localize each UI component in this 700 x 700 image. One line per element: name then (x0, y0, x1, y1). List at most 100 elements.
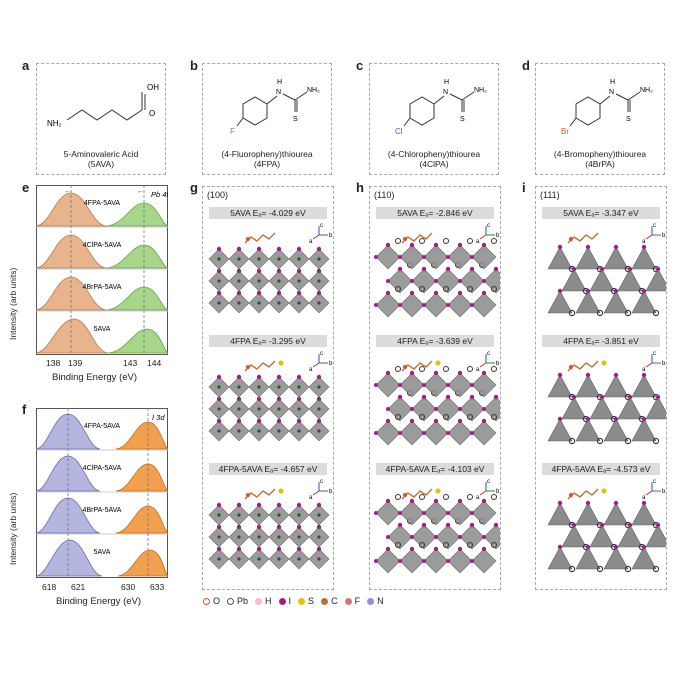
molecule-abbr: (4ClPA) (419, 159, 449, 169)
panel-label-e: e (22, 180, 30, 195)
tick-label: 630 (121, 582, 136, 592)
tick-label: 621 (71, 582, 86, 592)
structure-4brpa: H N NH₂ S Br (561, 79, 653, 136)
ylabel-f: Intensity (arb units) (8, 492, 18, 565)
facet-label: (100) (207, 190, 229, 200)
atom-s: S (293, 116, 298, 123)
crystal-structure: cb a (547, 351, 666, 445)
atom-o: O (149, 109, 155, 118)
panel-label-h: h (356, 180, 364, 195)
svg-text:a: a (476, 367, 480, 373)
xlabel-f: Binding Energy (eV) (56, 596, 142, 607)
molecule-box-4fpa: H N NH₂ S F (4-Fluoropheny)thiourea (4FP… (202, 63, 332, 175)
molecule-name: 5-Aminovaleric Acid (63, 149, 139, 159)
svg-text:b: b (496, 489, 500, 495)
legend-swatch (227, 597, 235, 605)
trace-4fpa-5ava (36, 192, 168, 227)
molecule-name: (4-Fluoropheny)thiourea (221, 149, 313, 159)
svg-text:c: c (320, 479, 323, 485)
adsorption-energy-label: 5AVA Eₐ= -2.846 eV (376, 207, 494, 219)
molecule-box-4brpa: H N NH₂ S Br (4-Bromopheny)thiourea (4Br… (535, 63, 665, 175)
element-label: Pb 4f (151, 190, 168, 199)
svg-text:b: b (662, 233, 666, 239)
svg-text:←: ← (64, 188, 71, 195)
atom-h: H (277, 79, 282, 86)
atom-nh2: NH₂ (474, 87, 487, 94)
atom-n: N (276, 89, 281, 96)
tick-label: 143 (123, 358, 138, 368)
panel-label-d: d (522, 58, 530, 73)
svg-text:←: ← (137, 188, 144, 195)
atom-nh2: NH₂ (47, 119, 62, 128)
trace-4clpa-5ava (36, 234, 168, 269)
tick-label: 144 (147, 358, 162, 368)
atom-s: S (460, 116, 465, 123)
svg-text:c: c (487, 351, 490, 357)
molecule-abbr: (5AVA) (87, 159, 115, 169)
molecule-abbr: (4FPA) (253, 159, 281, 169)
panel-label-a: a (22, 58, 30, 73)
crystal-structure: cb a (374, 223, 500, 318)
adsorption-energy-label: 5AVA Eₐ= -3.347 eV (542, 207, 660, 219)
molecule-box-4clpa: H N NH₂ S Cl (4-Chloropheny)thiourea (4C… (369, 63, 499, 175)
crystal-structure: cb a (208, 479, 333, 570)
molecule-abbr: (4BrPA) (585, 159, 615, 169)
atom-s: S (626, 116, 631, 123)
tick-label: 139 (68, 358, 83, 368)
atom-h: H (610, 79, 615, 86)
dft-panel-i: (111) 5AVA Eₐ= -3.347 eV c b a 4FPA Eₐ= -3.85… (535, 186, 667, 590)
atom-n: N (609, 89, 614, 96)
ylabel-e: Intensity (arb units) (8, 267, 18, 340)
trace-4fpa-5ava (36, 413, 168, 450)
trace-5ava (36, 318, 168, 354)
crystal-structure: cb a (547, 223, 666, 317)
panel-label-c: c (356, 58, 364, 73)
element-legend: O Pb H I S C F N (196, 596, 384, 606)
svg-text:a: a (642, 367, 646, 373)
svg-text:b: b (496, 361, 500, 367)
legend-swatch (278, 597, 286, 605)
legend-label: Pb (237, 596, 249, 606)
legend-label: H (265, 596, 272, 606)
facet-label: (111) (540, 190, 560, 200)
trace-4brpa-5ava (36, 276, 168, 311)
xps-plot-i3d: 4FPA-5AVA 4ClPA-5AVA 4BrPA-5AVA 5AVA I 3… (36, 408, 168, 578)
legend-swatch (298, 597, 306, 605)
facet-label: (110) (374, 190, 395, 200)
trace-label: 5AVA (94, 326, 111, 333)
svg-text:c: c (320, 223, 323, 229)
legend-label: I (288, 596, 292, 606)
adsorption-energy-label: 4FPA Eₐ= -3.639 eV (376, 335, 494, 347)
legend-label: F (354, 596, 361, 606)
molecule-name: (4-Chloropheny)thiourea (387, 149, 481, 159)
legend-label: C (331, 596, 338, 606)
crystal-structure: cb a (374, 351, 500, 446)
tick-label: 633 (150, 582, 165, 592)
atom-br: Br (561, 127, 569, 136)
trace-label: 4ClPA-5AVA (83, 465, 122, 472)
crystal-structure: cb a (208, 223, 333, 314)
svg-text:b: b (329, 361, 333, 367)
adsorption-energy-label: 4FPA-5AVA Eₐ= -4.103 eV (376, 463, 494, 475)
trace-5ava (36, 539, 168, 577)
molecule-box-5ava: OH O NH₂ 5-Aminovaleric Acid (5AVA) (36, 63, 166, 175)
atom-nh2: NH₂ (307, 87, 320, 94)
dft-panel-g: (100) 5AVA Eₐ= -4.029 eV c b a 4FPA Eₐ= -3.29… (202, 186, 334, 590)
svg-text:b: b (329, 233, 333, 239)
svg-text:c: c (487, 479, 490, 485)
atom-n: N (443, 89, 448, 96)
trace-label: 4BrPA-5AVA (83, 507, 122, 514)
svg-text:c: c (487, 223, 490, 229)
svg-text:c: c (653, 479, 656, 485)
xps-plot-pb4f: ← ← 4FPA-5AVA 4ClPA-5AVA 4BrPA-5AVA 5AVA… (36, 185, 168, 355)
trace-label: 4FPA-5AVA (84, 423, 121, 430)
svg-text:c: c (320, 351, 323, 357)
adsorption-energy-label: 5AVA Eₐ= -4.029 eV (209, 207, 327, 219)
atom-cl: Cl (395, 127, 403, 136)
svg-text:c: c (653, 351, 656, 357)
adsorption-energy-label: 4FPA Eₐ= -3.851 eV (542, 335, 660, 347)
panel-label-i: i (522, 180, 526, 195)
trace-label: 5AVA (94, 549, 111, 556)
atom-f: F (230, 127, 235, 136)
crystal-structure: cb a (208, 351, 333, 442)
